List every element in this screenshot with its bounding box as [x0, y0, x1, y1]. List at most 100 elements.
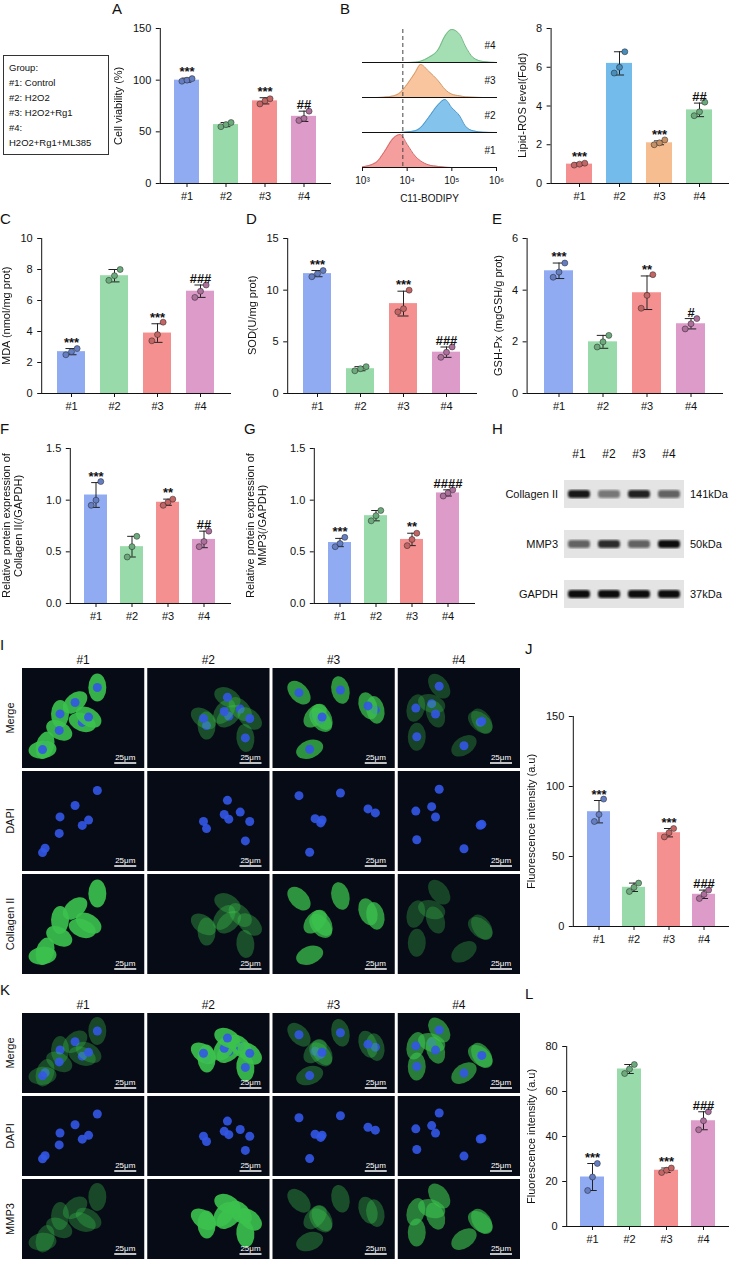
svg-text:#4: #4: [198, 610, 210, 622]
svg-text:60: 60: [545, 1085, 557, 1097]
svg-text:#3: #3: [259, 190, 271, 202]
svg-text:25μm: 25μm: [366, 1244, 387, 1253]
svg-text:***: ***: [652, 127, 668, 142]
svg-text:10: 10: [20, 232, 32, 244]
svg-text:5: 5: [273, 335, 279, 347]
svg-text:8: 8: [536, 22, 542, 34]
svg-text:#4: #4: [693, 190, 705, 202]
svg-text:10⁶: 10⁶: [489, 175, 504, 186]
svg-text:#3: #3: [327, 998, 341, 1012]
svg-text:25μm: 25μm: [491, 1161, 512, 1170]
svg-text:###: ###: [436, 333, 458, 348]
svg-text:2: 2: [536, 138, 542, 150]
svg-text:10⁵: 10⁵: [444, 175, 459, 186]
svg-text:#1: #1: [76, 998, 90, 1012]
svg-text:#4: #4: [440, 400, 452, 412]
svg-text:0.0: 0.0: [46, 597, 61, 609]
svg-text:#3: #3: [397, 400, 409, 412]
svg-text:25μm: 25μm: [240, 753, 261, 762]
svg-text:#2: #2: [202, 998, 216, 1012]
svg-text:150: 150: [133, 22, 151, 34]
svg-text:#3: #3: [151, 400, 163, 412]
svg-text:150: 150: [546, 710, 564, 722]
svg-text:15: 15: [266, 232, 278, 244]
svg-text:0: 0: [536, 177, 542, 189]
svg-text:C11-BODIPY: C11-BODIPY: [400, 193, 459, 204]
svg-text:0: 0: [145, 177, 151, 189]
svg-text:#2: #2: [370, 610, 382, 622]
svg-text:0: 0: [273, 387, 279, 399]
svg-text:#2: #2: [623, 1233, 635, 1245]
svg-text:#4: #4: [484, 40, 496, 51]
svg-text:#2: #2: [484, 110, 496, 121]
svg-text:25μm: 25μm: [115, 856, 136, 865]
svg-text:25μm: 25μm: [115, 1244, 136, 1253]
svg-text:25μm: 25μm: [366, 856, 387, 865]
svg-text:2: 2: [512, 335, 518, 347]
svg-text:25μm: 25μm: [240, 959, 261, 968]
svg-text:25μm: 25μm: [491, 1244, 512, 1253]
svg-text:6: 6: [27, 294, 33, 306]
svg-text:***: ***: [396, 277, 412, 292]
svg-text:#1: #1: [593, 933, 605, 945]
svg-text:#4: #4: [452, 998, 466, 1012]
svg-text:25μm: 25μm: [366, 753, 387, 762]
svg-text:#2: #2: [613, 190, 625, 202]
svg-text:#3: #3: [632, 447, 646, 461]
svg-text:MMP3: MMP3: [4, 1203, 16, 1235]
svg-text:***: ***: [332, 524, 348, 539]
svg-text:#2: #2: [354, 400, 366, 412]
svg-text:#2: #2: [220, 190, 232, 202]
svg-text:141kDa: 141kDa: [690, 488, 729, 500]
svg-text:#: #: [687, 305, 695, 320]
svg-text:20: 20: [545, 1175, 557, 1187]
svg-text:***: ***: [551, 249, 567, 264]
svg-text:50: 50: [139, 125, 151, 137]
svg-text:25μm: 25μm: [115, 1078, 136, 1087]
svg-text:***: ***: [179, 64, 195, 79]
svg-text:#1: #1: [76, 653, 90, 667]
svg-text:25μm: 25μm: [115, 753, 136, 762]
svg-text:#1: #1: [311, 400, 323, 412]
svg-text:25μm: 25μm: [240, 856, 261, 865]
svg-text:#1: #1: [484, 145, 496, 156]
svg-text:25μm: 25μm: [491, 1078, 512, 1087]
svg-text:25μm: 25μm: [366, 1078, 387, 1087]
svg-text:4: 4: [27, 325, 33, 337]
svg-text:6: 6: [512, 232, 518, 244]
svg-text:1.5: 1.5: [46, 442, 61, 454]
svg-text:#1: #1: [586, 1233, 598, 1245]
svg-text:Collagen II: Collagen II: [4, 898, 16, 951]
svg-text:0.0: 0.0: [290, 597, 305, 609]
svg-text:###: ###: [190, 271, 212, 286]
svg-text:***: ***: [585, 1150, 601, 1165]
svg-text:40: 40: [545, 1130, 557, 1142]
svg-text:25μm: 25μm: [491, 753, 512, 762]
svg-text:#4: #4: [662, 447, 676, 461]
svg-text:###: ###: [693, 876, 715, 891]
svg-text:####: ####: [434, 476, 464, 491]
svg-text:0: 0: [558, 920, 564, 932]
svg-text:***: ***: [150, 310, 166, 325]
svg-text:#4: #4: [697, 1233, 709, 1245]
svg-text:25μm: 25μm: [240, 1078, 261, 1087]
svg-text:DAPI: DAPI: [4, 1123, 16, 1149]
svg-text:8: 8: [27, 263, 33, 275]
svg-text:#3: #3: [406, 610, 418, 622]
svg-text:4: 4: [512, 284, 518, 296]
svg-text:50: 50: [552, 850, 564, 862]
svg-text:4: 4: [536, 100, 542, 112]
svg-text:***: ***: [591, 787, 607, 802]
svg-text:100: 100: [133, 74, 151, 86]
svg-text:#3: #3: [663, 933, 675, 945]
svg-text:#1: #1: [90, 610, 102, 622]
svg-text:1.0: 1.0: [290, 494, 305, 506]
svg-text:25μm: 25μm: [366, 1161, 387, 1170]
svg-text:##: ##: [197, 517, 212, 532]
svg-text:#2: #2: [108, 400, 120, 412]
svg-text:DAPI: DAPI: [4, 808, 16, 834]
svg-text:**: **: [642, 262, 653, 277]
svg-text:0.5: 0.5: [46, 545, 61, 557]
svg-text:#1: #1: [181, 190, 193, 202]
svg-text:80: 80: [545, 1040, 557, 1052]
